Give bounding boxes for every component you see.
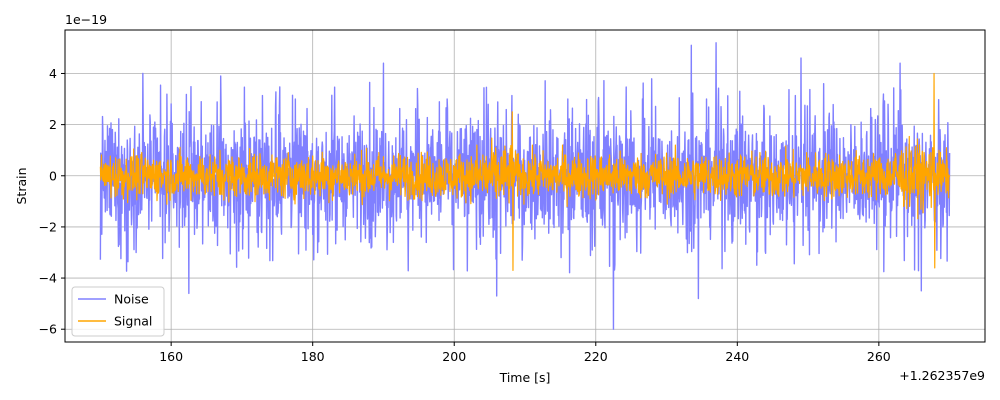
y-exponent-label: 1e−19 <box>65 12 107 27</box>
y-tick-label: −2 <box>39 219 57 234</box>
plot-frame <box>64 29 986 343</box>
x-offset-label: +1.262357e9 <box>899 368 985 383</box>
y-axis-label: Strain <box>14 167 29 204</box>
x-tick-label: 180 <box>301 349 325 364</box>
y-tick-label: 2 <box>49 117 57 132</box>
y-tick-label: 4 <box>49 66 57 81</box>
legend-signal-label: Signal <box>114 314 152 329</box>
x-tick-label: 160 <box>159 349 183 364</box>
x-tick-label: 220 <box>584 349 608 364</box>
y-tick-label: −6 <box>39 322 57 337</box>
x-tick-label: 240 <box>725 349 749 364</box>
legend-noise-label: Noise <box>114 292 149 307</box>
plot-area <box>99 42 951 330</box>
y-tick-label: 0 <box>49 168 57 183</box>
y-axis: −6 −4 −2 0 2 4 <box>39 66 65 337</box>
legend: Noise Signal <box>71 286 165 337</box>
x-tick-label: 200 <box>442 349 466 364</box>
x-axis: 160 180 200 220 240 260 <box>159 342 891 364</box>
x-axis-label: Time [s] <box>499 370 551 385</box>
x-tick-label: 260 <box>867 349 891 364</box>
y-tick-label: −4 <box>39 271 57 286</box>
series-signal-line <box>99 72 951 271</box>
